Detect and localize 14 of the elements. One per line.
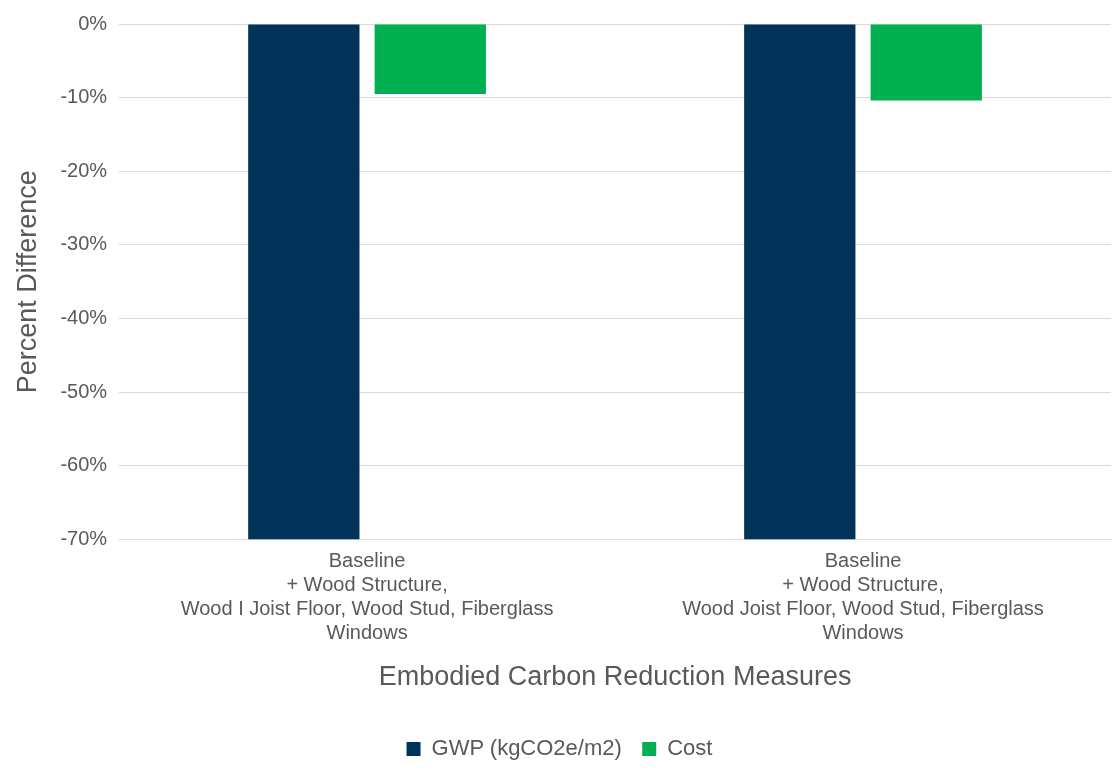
- y-tick-label: -60%: [60, 453, 108, 476]
- legend-label: GWP (kgCO2e/m2): [431, 735, 622, 761]
- y-tick-label: -50%: [60, 379, 108, 402]
- x-tick-label: Baseline + Wood Structure, Wood I Joist Floor, Wood Stud, Fiberglass Windows: [180, 549, 554, 644]
- y-tick-label: 0%: [78, 11, 108, 34]
- y-tick-label: -20%: [60, 158, 108, 181]
- x-axis-title: Embodied Carbon Reduction Measures: [378, 661, 852, 692]
- y-tick-label: -40%: [60, 306, 108, 329]
- y-tick-label: -30%: [60, 232, 108, 255]
- legend-label: Cost: [667, 735, 713, 761]
- x-tick-label: Baseline + Wood Structure, Wood Joist Floor, Wood Stud, Fiberglass Windows: [682, 549, 1044, 644]
- y-tick-label: -10%: [60, 85, 108, 108]
- y-axis-title: Percent Difference: [11, 170, 42, 394]
- y-tick-label: -70%: [60, 527, 108, 550]
